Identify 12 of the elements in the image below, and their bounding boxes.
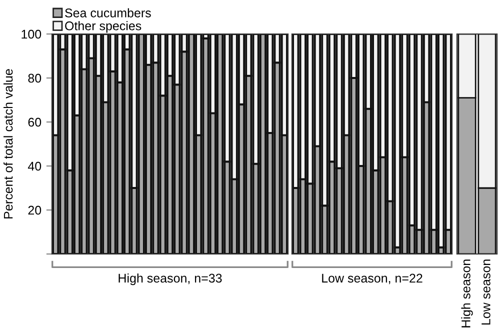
y-axis-title: Percent of total catch value — [4, 69, 13, 218]
x-tick-label: Low season — [482, 260, 490, 325]
y-tick-label: 40 — [28, 162, 42, 171]
y-tick-label: 60 — [28, 118, 42, 127]
legend-label: Other species — [65, 21, 142, 33]
x-axis-title: Low season, n=22 — [322, 274, 422, 284]
y-tick-label: 80 — [28, 74, 42, 83]
legend-label: Sea cucumbers — [65, 8, 151, 18]
x-tick-label: High season — [461, 260, 473, 328]
y-tick-label: 100 — [22, 30, 42, 39]
x-axis-title: High season, n=33 — [118, 273, 222, 286]
y-tick-label: 20 — [28, 206, 42, 215]
